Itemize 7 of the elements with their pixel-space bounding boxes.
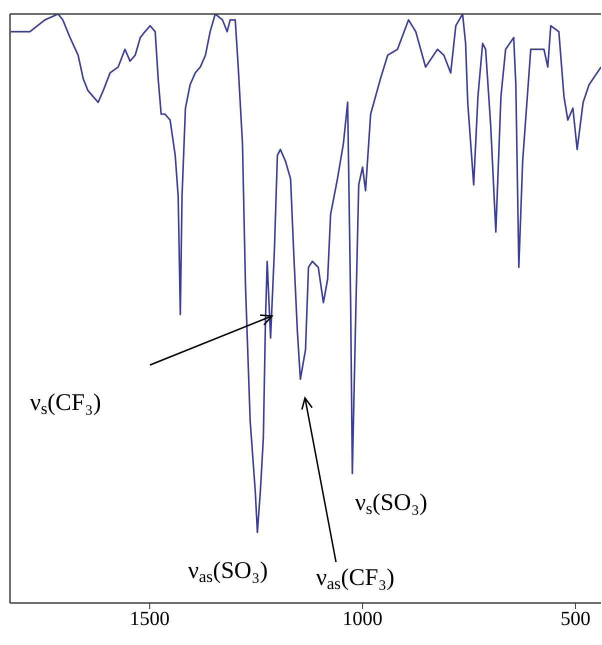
x-tick-label: 1000: [342, 608, 383, 630]
annotation: ν$_{as}$(SO₃): [188, 558, 268, 586]
x-tick-label: 500: [560, 608, 590, 630]
annotation: ν$_{s}$(SO₃): [355, 490, 428, 518]
x-tick-label: 1500: [130, 608, 170, 630]
annotation: ν$_{s}$(CF₃): [30, 390, 102, 418]
annotation: ν$_{as}$(CF₃): [316, 565, 395, 594]
